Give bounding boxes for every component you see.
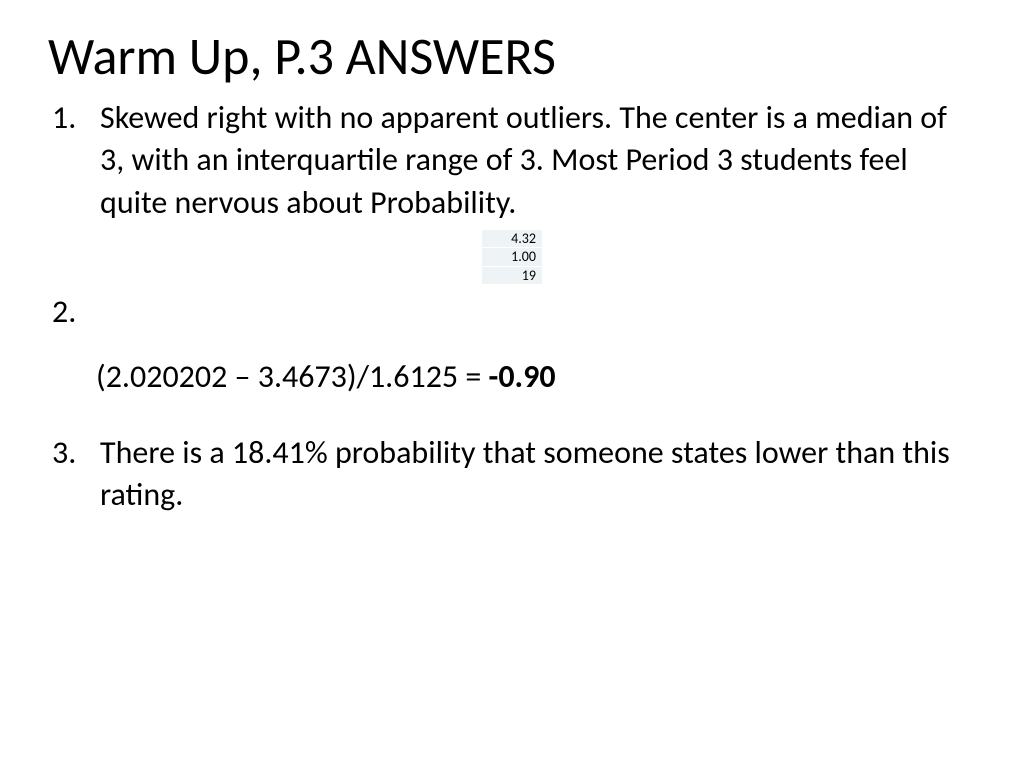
inset-cell-1: 4.32 (482, 230, 542, 248)
answer-list: 1. Skewed right with no apparent outlier… (48, 97, 976, 516)
table-row: 1.00 (482, 248, 542, 267)
table-row: 4.32 (482, 230, 542, 248)
answer-item-2-calc: (2.020202 – 3.4673)/1.6125 = -0.90 (96, 356, 976, 398)
inset-stats-table: 4.32 1.00 19 (482, 230, 542, 286)
inset-cell-2: 1.00 (482, 248, 542, 267)
slide-title: Warm Up, P.3 ANSWERS (48, 28, 976, 85)
slide: Warm Up, P.3 ANSWERS 1. Skewed right wit… (0, 0, 1024, 768)
answer-item-1: 1. Skewed right with no apparent outlier… (48, 97, 976, 224)
answer-item-1-text: Skewed right with no apparent outliers. … (100, 97, 976, 224)
answer-item-2: 2. (48, 291, 976, 333)
calc-expression: (2.020202 – 3.4673)/1.6125 = (96, 357, 489, 396)
table-row: 19 (482, 266, 542, 285)
answer-item-3: 3. There is a 18.41% probability that so… (48, 432, 976, 516)
inset-cell-3: 19 (482, 266, 542, 285)
answer-item-3-number: 3. (48, 432, 100, 474)
calc-result: -0.90 (489, 357, 556, 396)
answer-item-2-number: 2. (48, 291, 100, 333)
answer-item-3-text: There is a 18.41% probability that someo… (100, 432, 976, 516)
answer-item-1-number: 1. (48, 97, 100, 139)
